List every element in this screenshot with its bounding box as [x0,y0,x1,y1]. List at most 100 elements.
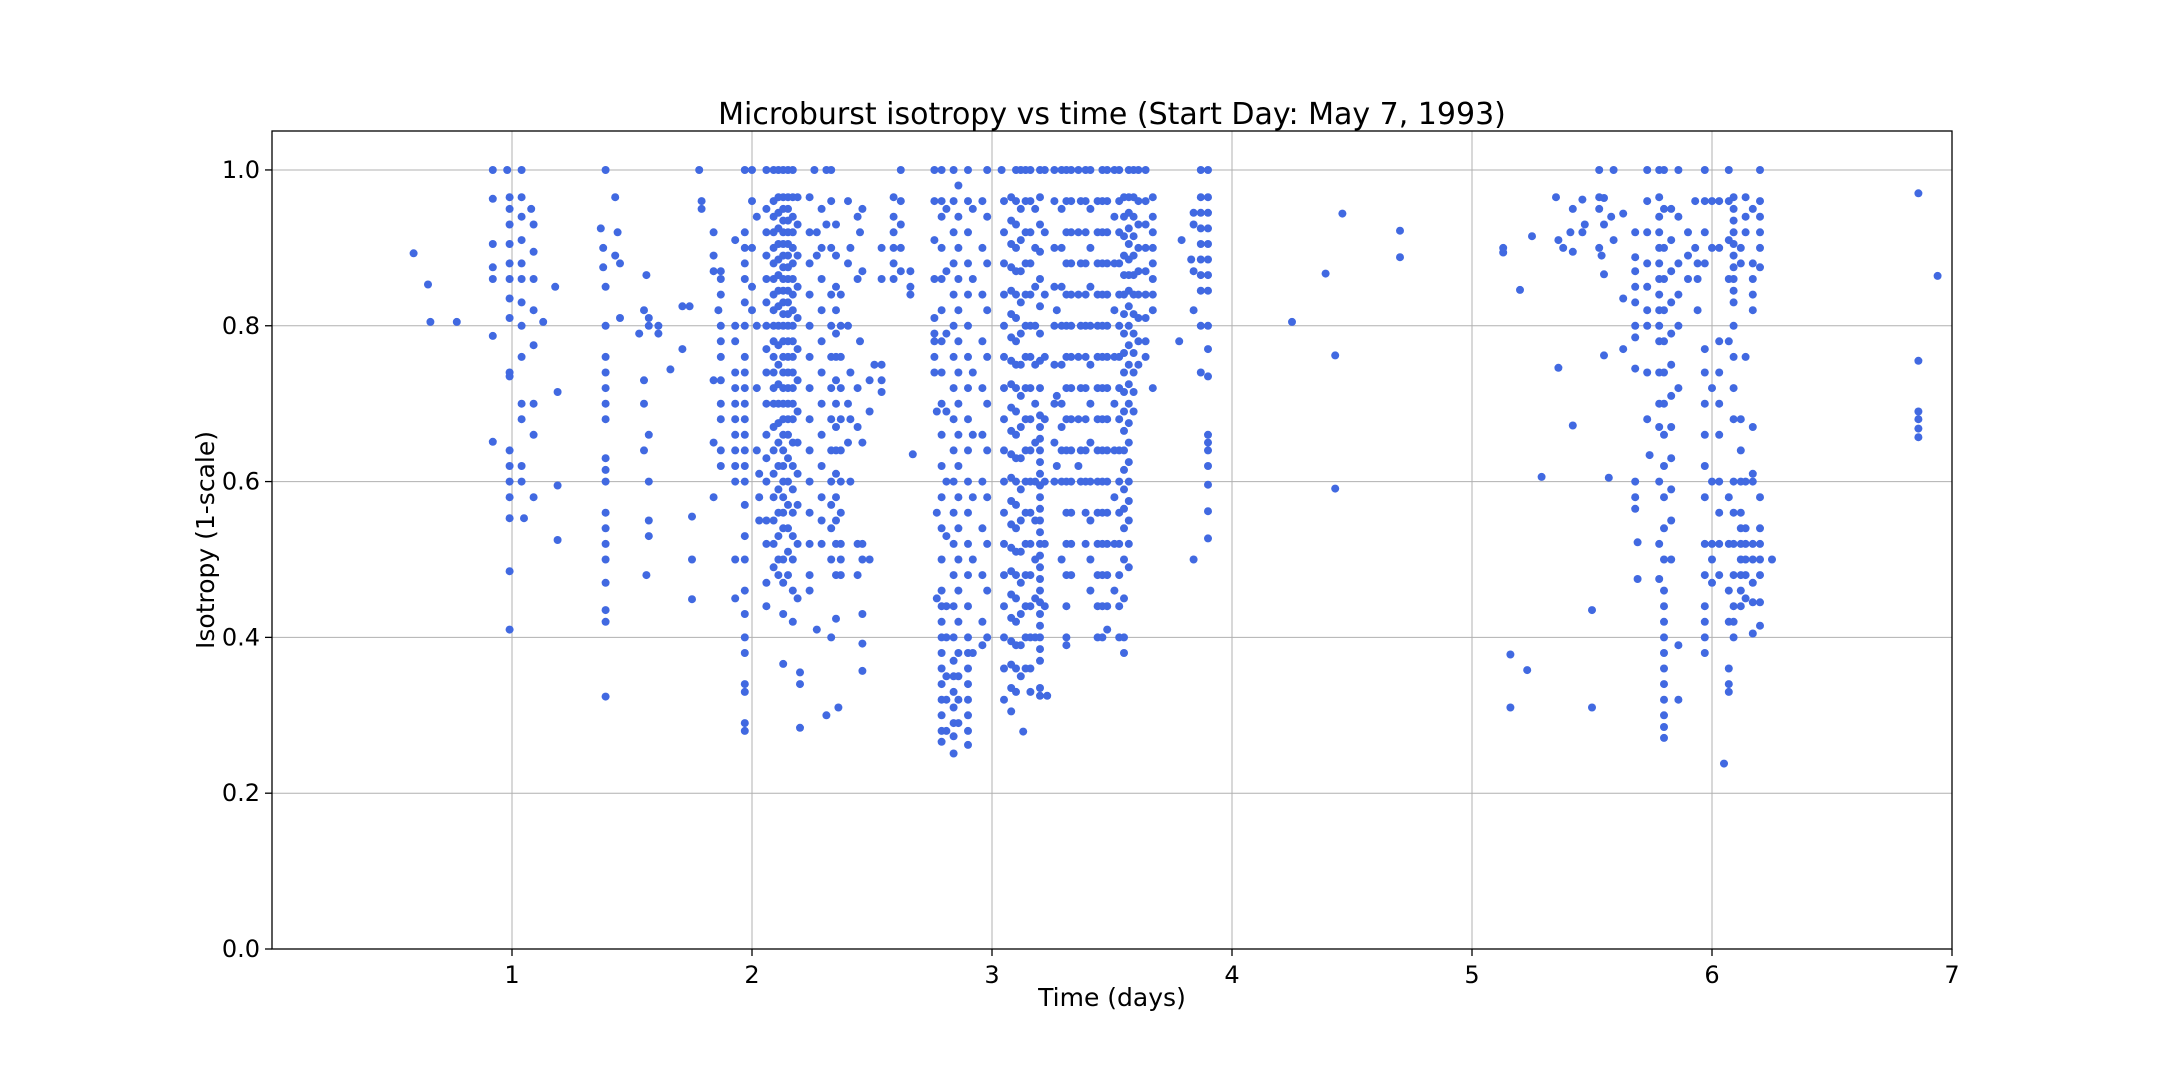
data-point [740,462,749,470]
data-point [1103,625,1112,634]
data-point [832,516,840,525]
data-point [1715,197,1724,206]
data-point [642,571,651,580]
data-point [517,415,526,424]
data-point [779,508,788,517]
data-point [1568,247,1577,256]
data-point [1674,695,1683,704]
data-point [740,321,749,330]
data-point [1729,539,1738,548]
data-point [731,384,740,393]
data-point [505,275,514,283]
data-point [1631,321,1640,330]
data-point [1134,314,1143,322]
data-point [1756,571,1764,580]
data-point [937,197,946,206]
data-point [740,586,749,595]
data-point [601,368,610,377]
data-point [709,228,718,237]
data-point [1124,563,1133,572]
data-point [740,500,749,509]
data-point [731,594,740,603]
data-point [1115,602,1124,611]
data-point [1196,166,1205,174]
data-point [1120,232,1128,241]
data-point [1040,166,1049,174]
data-point [1012,617,1020,626]
data-point [1667,360,1676,369]
data-point [740,352,749,361]
data-point [1103,228,1112,237]
data-point [529,247,538,256]
data-point [978,243,987,252]
data-point [1129,407,1138,416]
data-point [601,321,610,330]
data-point [1914,433,1923,442]
data-point [1643,321,1652,330]
data-point [1036,551,1044,560]
data-point [930,352,939,361]
data-point [762,166,771,174]
data-point [616,314,624,322]
data-point [1000,384,1008,393]
data-point [1655,193,1664,202]
data-point [1660,633,1668,642]
data-point [740,368,749,377]
data-point [788,212,797,221]
data-point [1115,415,1124,424]
data-point [1124,360,1133,369]
data-point [1086,516,1095,525]
data-point [1012,477,1020,486]
data-point [788,352,797,361]
data-point [1067,228,1076,237]
data-point [1660,275,1668,283]
data-point [1148,259,1157,268]
data-point [964,508,972,517]
data-point [1748,469,1757,478]
data-point [1187,255,1196,264]
data-point [822,220,831,229]
data-point [740,477,749,486]
data-point [817,306,826,315]
data-point [1120,594,1128,603]
data-point [1660,555,1668,564]
data-point [1050,360,1059,369]
data-point [836,384,845,393]
data-point [1012,500,1020,509]
data-point [1189,267,1198,276]
data-point [954,586,963,595]
data-point [1914,407,1923,416]
data-point [908,450,917,459]
data-point [805,477,814,486]
x-tick-label: 3 [984,961,999,989]
data-point [937,430,946,439]
data-point [640,376,648,385]
data-point [553,388,562,396]
y-tick-label: 0.6 [222,468,260,496]
data-point [1074,415,1083,424]
data-point [762,516,771,525]
data-point [695,166,704,174]
data-point [858,438,867,447]
data-point [731,430,740,439]
data-point [1129,388,1138,396]
data-point [1631,477,1640,486]
data-point [1660,493,1668,502]
data-point [836,571,845,580]
data-point [1120,504,1128,513]
data-point [877,275,886,283]
data-point [1321,269,1330,278]
data-point [937,368,946,377]
data-point [748,282,756,291]
x-axis-label: Time (days) [1037,983,1186,1012]
data-point [1057,360,1066,369]
data-point [1674,166,1683,174]
data-point [856,228,864,237]
data-point [740,430,749,439]
data-point [1667,423,1676,431]
data-point [788,617,797,626]
data-point [1693,306,1702,315]
data-point [716,376,725,385]
data-point [1016,547,1025,556]
data-point [1619,345,1628,354]
